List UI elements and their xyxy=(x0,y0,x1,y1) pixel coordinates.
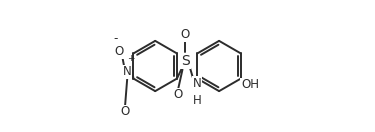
Text: O: O xyxy=(120,105,130,118)
Text: +: + xyxy=(127,54,135,63)
Text: O: O xyxy=(174,88,183,101)
Text: N: N xyxy=(192,77,201,90)
Text: O: O xyxy=(181,28,190,41)
Text: H: H xyxy=(192,94,201,107)
Text: N: N xyxy=(123,65,132,78)
Text: OH: OH xyxy=(241,78,259,91)
Text: S: S xyxy=(181,54,190,68)
Text: O: O xyxy=(115,45,124,58)
Text: -: - xyxy=(114,32,118,45)
